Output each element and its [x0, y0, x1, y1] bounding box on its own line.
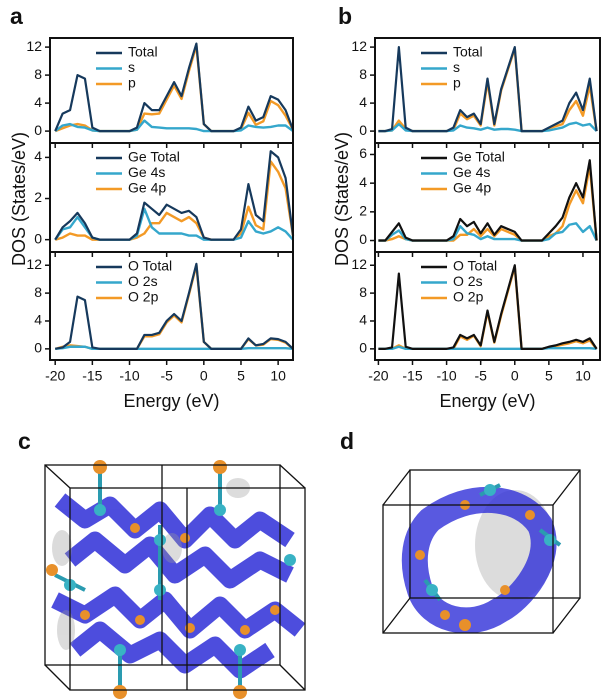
legend-label: Ge 4s	[453, 164, 490, 180]
x-tick-label: -20	[45, 368, 65, 384]
legend-label: p	[453, 75, 461, 91]
dos-line	[54, 42, 295, 133]
panel-label: d	[340, 428, 354, 454]
y-tick-label: 8	[34, 284, 42, 300]
y-tick-label: 4	[34, 94, 42, 110]
legend-label: Total	[453, 44, 483, 60]
y-tick-label: 2	[34, 189, 42, 205]
y-tick-label: 0	[34, 122, 42, 138]
x-tick-label: 10	[575, 368, 591, 384]
legend-label: O Total	[128, 258, 172, 274]
x-tick-label: 5	[237, 368, 245, 384]
y-tick-label: 4	[34, 312, 42, 328]
legend-label: Ge 4s	[128, 164, 165, 180]
legend-label: Ge Total	[128, 149, 180, 165]
panel-label: c	[18, 428, 31, 454]
legend-label: Ge Total	[453, 149, 505, 165]
panel-label: b	[338, 3, 352, 29]
panel-label: a	[10, 3, 23, 29]
y-tick-label: 6	[359, 145, 367, 161]
x-tick-label: 5	[545, 368, 553, 384]
dos-line	[378, 222, 598, 242]
y-tick-label: 4	[359, 312, 367, 328]
x-tick-label: 0	[511, 368, 519, 384]
legend-label: O Total	[453, 258, 497, 274]
x-tick-label: -15	[402, 368, 422, 384]
y-tick-label: 8	[359, 66, 367, 82]
legend-label: O 2s	[453, 273, 483, 289]
y-tick-label: 12	[351, 256, 367, 272]
y-tick-label: 12	[26, 256, 42, 272]
dos-line	[54, 160, 295, 241]
dos-line	[378, 264, 598, 350]
y-tick-label: 12	[351, 38, 367, 54]
x-tick-label: -5	[160, 368, 173, 384]
legend-label: Ge 4p	[453, 180, 491, 196]
y-axis-label: DOS (States/eV)	[332, 132, 352, 266]
y-tick-label: 0	[359, 122, 367, 138]
y-tick-label: 0	[34, 230, 42, 246]
y-axis-label: DOS (States/eV)	[9, 132, 29, 266]
legend-label: O 2p	[128, 289, 159, 305]
dos-line	[54, 119, 294, 133]
y-tick-label: 4	[34, 148, 42, 164]
x-axis-label: Energy (eV)	[439, 391, 535, 411]
legend-label: Ge 4p	[128, 180, 166, 196]
y-tick-label: 8	[34, 66, 42, 82]
legend-label: p	[128, 75, 136, 91]
x-tick-label: -10	[119, 368, 139, 384]
y-tick-label: 4	[359, 174, 367, 190]
dos-line	[378, 46, 598, 133]
crystal-structure-c	[44, 460, 306, 699]
y-tick-label: 0	[359, 340, 367, 356]
dos-line	[55, 345, 294, 351]
y-tick-label: 0	[359, 231, 367, 247]
dos-line	[378, 265, 598, 351]
y-tick-label: 8	[359, 284, 367, 300]
legend-label: s	[128, 59, 135, 75]
legend-label: O 2p	[453, 289, 484, 305]
plot-frame	[374, 251, 601, 361]
crystal-structure-d	[382, 469, 581, 634]
y-tick-label: 2	[359, 203, 367, 219]
x-tick-label: -10	[436, 368, 456, 384]
y-tick-label: 12	[26, 38, 42, 54]
y-tick-label: 4	[359, 94, 367, 110]
x-tick-label: -20	[368, 368, 388, 384]
x-tick-label: -5	[474, 368, 487, 384]
x-tick-label: 0	[200, 368, 208, 384]
legend-label: O 2s	[128, 273, 158, 289]
dos-line	[54, 150, 295, 241]
x-tick-label: 10	[270, 368, 286, 384]
legend-label: Total	[128, 44, 158, 60]
x-tick-label: -15	[82, 368, 102, 384]
x-axis-label: Energy (eV)	[123, 391, 219, 411]
y-tick-label: 0	[34, 340, 42, 356]
dos-line	[378, 159, 598, 242]
plot-frame	[49, 251, 294, 361]
dos-line	[54, 262, 294, 350]
legend-label: s	[453, 59, 460, 75]
